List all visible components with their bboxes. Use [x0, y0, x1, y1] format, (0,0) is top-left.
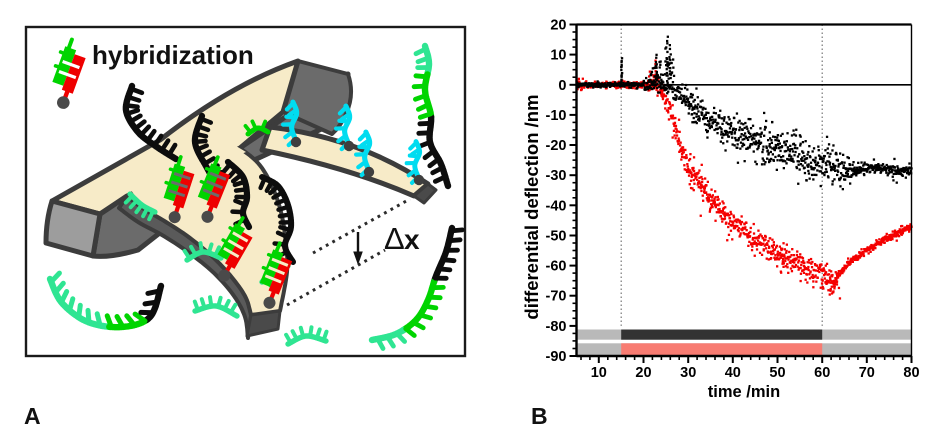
svg-text:0: 0: [558, 78, 566, 94]
svg-text:10: 10: [550, 48, 566, 64]
svg-text:40: 40: [725, 365, 741, 381]
svg-text:x: x: [404, 224, 420, 255]
svg-text:80: 80: [903, 365, 919, 381]
svg-text:20: 20: [635, 365, 651, 381]
svg-text:differential deflection /nm: differential deflection /nm: [521, 94, 542, 319]
svg-text:20: 20: [550, 18, 566, 34]
svg-text:50: 50: [769, 365, 785, 381]
svg-text:-40: -40: [546, 198, 567, 214]
svg-text:Δ: Δ: [384, 221, 405, 256]
svg-text:-30: -30: [546, 168, 567, 184]
svg-text:60: 60: [814, 365, 830, 381]
svg-text:-70: -70: [546, 289, 567, 305]
svg-text:70: 70: [859, 365, 875, 381]
svg-text:-90: -90: [546, 349, 567, 365]
svg-text:-10: -10: [546, 108, 567, 124]
svg-text:time /min: time /min: [708, 383, 780, 401]
svg-text:30: 30: [680, 365, 696, 381]
svg-text:-80: -80: [546, 319, 567, 335]
svg-text:-60: -60: [546, 259, 567, 275]
svg-text:-20: -20: [546, 138, 567, 154]
svg-text:hybridization: hybridization: [92, 40, 254, 70]
svg-text:10: 10: [591, 365, 607, 381]
svg-text:-50: -50: [546, 229, 567, 245]
